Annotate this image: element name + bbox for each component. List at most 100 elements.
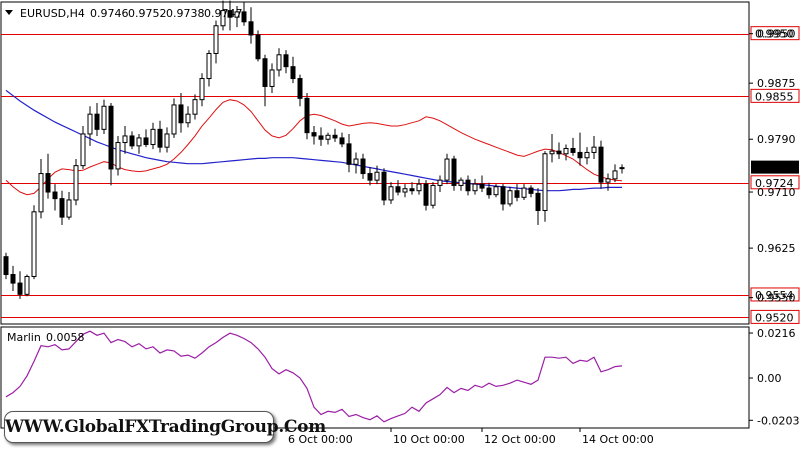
candle-body: [514, 190, 520, 198]
candle-48: [339, 132, 345, 148]
candle-22: [157, 120, 163, 153]
candle-body: [122, 135, 128, 144]
candle-body: [465, 179, 471, 192]
candle-body: [395, 186, 401, 193]
candle-body: [409, 188, 415, 192]
indicator-tick-label-2: -0.0203: [757, 414, 799, 427]
candle-72: [507, 186, 513, 207]
candle-body: [227, 10, 233, 18]
candle-body: [388, 186, 394, 201]
candle-body: [612, 170, 618, 180]
price-axis: 0.9950 0.9875 0.9790 0.9710 0.9625 0.9550: [749, 28, 796, 305]
candle-body: [360, 158, 366, 175]
candle-body: [325, 134, 331, 140]
candle-13: [94, 102, 100, 136]
candle-16: [115, 135, 121, 176]
dropdown-triangle-icon[interactable]: [5, 10, 13, 15]
level-tag-label-1: 0.9855: [755, 90, 794, 103]
candle-42: [297, 74, 303, 107]
candle-body: [549, 150, 555, 155]
candle-12: [87, 106, 93, 146]
candle-body: [164, 133, 170, 148]
price-panel[interactable]: 0.9950 0.9855 0.9724 0.9554 0.9520 0.9747 0.9…: [0, 0, 800, 325]
candle-body: [241, 11, 247, 23]
candle-55: [388, 182, 394, 204]
candle-body: [66, 199, 72, 218]
candle-32: [227, 0, 233, 31]
candle-5: [38, 159, 44, 219]
candle-60: [423, 180, 429, 211]
candle-body: [563, 147, 569, 155]
candle-body: [3, 256, 9, 276]
candle-body: [276, 54, 282, 71]
indicator-tick-label-0: 0.0216: [757, 327, 796, 340]
candle-56: [395, 180, 401, 196]
candle-body: [150, 128, 156, 146]
candle-40: [283, 50, 289, 74]
candlesticks: [3, 0, 625, 299]
candle-body: [45, 173, 51, 193]
candle-86: [605, 173, 611, 191]
candle-67: [472, 178, 478, 195]
candle-body: [479, 183, 485, 189]
candle-71: [500, 184, 506, 211]
candle-83: [584, 147, 590, 165]
candle-body: [528, 187, 534, 194]
candle-body: [367, 173, 373, 181]
candle-body: [381, 171, 387, 201]
candle-63: [444, 153, 450, 185]
candle-body: [59, 198, 65, 218]
candle-18: [129, 131, 135, 150]
candle-body: [255, 34, 261, 60]
time-tick-label-2: 12 Oct 00:00: [484, 433, 556, 446]
candle-body: [115, 142, 121, 170]
candle-body: [458, 179, 464, 186]
candle-body: [31, 211, 37, 277]
candle-body: [416, 183, 422, 192]
candle-body: [423, 183, 429, 206]
candle-61: [430, 182, 436, 209]
candle-body: [248, 21, 254, 36]
price-tick-label-2: 0.9790: [757, 133, 796, 146]
candle-body: [577, 151, 583, 159]
ohlc-low: 0.9738: [166, 7, 205, 20]
marlin-series-line: [5, 330, 623, 423]
candle-43: [304, 93, 310, 140]
level-tags: 0.9950 0.9855 0.9724 0.9554 0.9520 0.9747: [750, 26, 800, 324]
candle-34: [241, 2, 247, 26]
candle-body: [24, 275, 30, 295]
candle-45: [318, 127, 324, 146]
candle-body: [353, 158, 359, 165]
candle-body: [178, 104, 184, 124]
candle-84: [591, 135, 597, 160]
ohlc-high: 0.9752: [128, 7, 167, 20]
candle-20: [143, 129, 149, 148]
ohlc-close: 0.9747: [204, 7, 243, 20]
price-tick-label-0: 0.9950: [757, 28, 796, 41]
candle-74: [521, 184, 527, 200]
candle-body: [220, 10, 226, 27]
candle-66: [465, 175, 471, 196]
candle-80: [563, 144, 569, 161]
level-tag-box-2: [750, 175, 800, 190]
price-tick-label-3: 0.9710: [757, 186, 796, 199]
candle-body: [290, 66, 296, 80]
candle-15: [108, 102, 114, 186]
candle-50: [353, 152, 359, 174]
candle-body: [605, 178, 611, 183]
candle-8: [59, 190, 65, 226]
level-tag-box-1: [750, 88, 800, 103]
candle-28: [199, 73, 205, 107]
candle-33: [234, 5, 240, 28]
candle-body: [318, 135, 324, 140]
candle-body: [486, 187, 492, 196]
ohlc-open: 0.9746: [90, 7, 129, 20]
candle-body: [584, 151, 590, 159]
candle-21: [150, 122, 156, 150]
indicator-name: Marlin: [7, 331, 41, 344]
indicator-tick-label-1: 0.00: [757, 372, 782, 385]
candle-69: [486, 182, 492, 199]
candle-65: [458, 177, 464, 191]
candle-body: [535, 192, 541, 212]
